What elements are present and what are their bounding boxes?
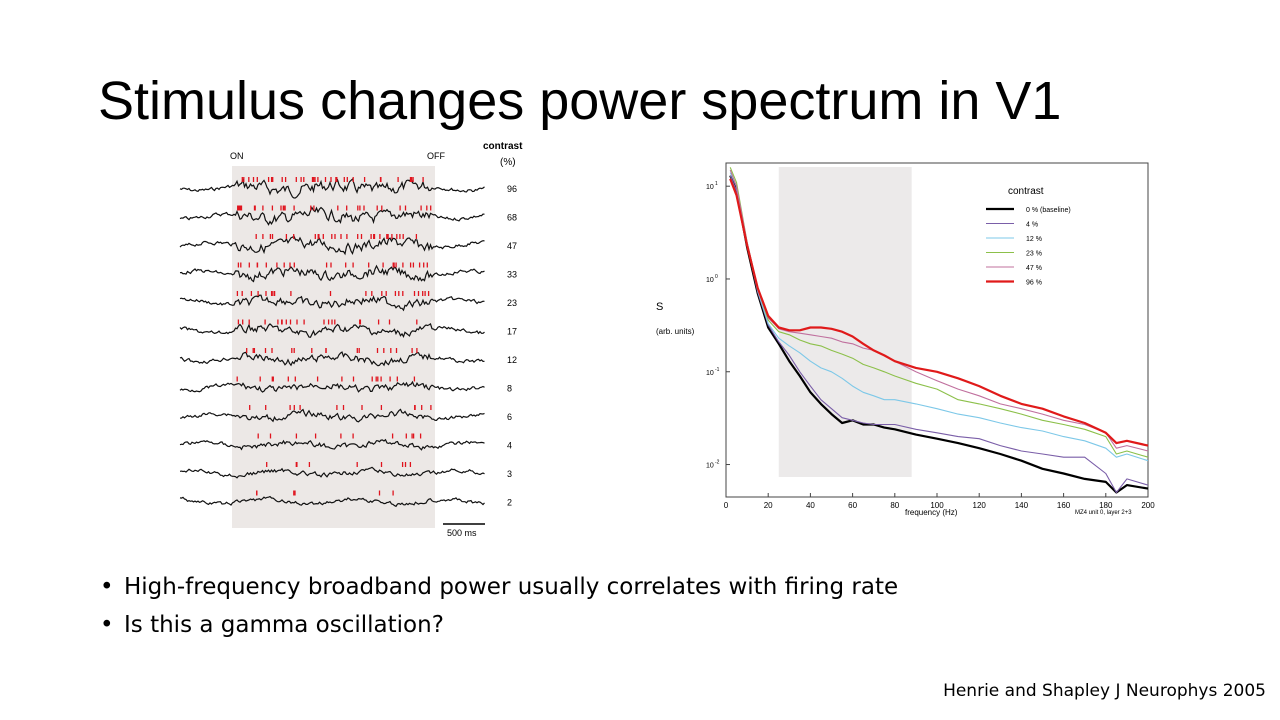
x-tick-label: 100 <box>930 501 944 510</box>
trace-line <box>179 438 485 451</box>
bullet-dot: • <box>100 612 114 638</box>
spectrum-series-line <box>729 167 1149 458</box>
x-tick-label: 140 <box>1015 501 1029 510</box>
slide-title: Stimulus changes power spectrum in V1 <box>98 71 1062 131</box>
trace-line <box>179 408 485 423</box>
trace-line <box>179 294 485 312</box>
x-tick-label: 200 <box>1141 501 1155 510</box>
trace-line <box>179 235 485 256</box>
x-tick-label: 60 <box>848 501 857 510</box>
trace-group: 96 68 47 33 23 17 12 8 6 4 3 2 <box>179 177 517 508</box>
contrast-percent-header: (%) <box>500 157 516 168</box>
y-tick-label: 10 <box>706 463 714 470</box>
spectrum-lines <box>729 167 1149 494</box>
bullet-list: • High-frequency broadband power usually … <box>100 568 898 644</box>
spectrum-series-line <box>729 172 1149 462</box>
raw-trace-svg: ON OFF contrast (%) 9668473323171286432 … <box>179 141 523 538</box>
power-spectrum-chart: 0 20 40 60 80 100 120 140 160 180 200 10 1 10 0 10 -1 10-… <box>650 155 1160 530</box>
trace-contrast-label: 68 <box>507 213 517 223</box>
trace-contrast-label: 12 <box>507 355 517 365</box>
chart-footnote: MZ4 unit 0, layer 2+3 <box>1075 510 1132 516</box>
x-tick-label: 40 <box>806 501 815 510</box>
off-label: OFF <box>427 151 445 161</box>
trace-contrast-label: 47 <box>507 241 517 251</box>
citation: Henrie and Shapley J Neurophys 2005 <box>943 681 1266 701</box>
legend-entry-label: 4 % <box>1026 222 1038 229</box>
legend-entry-label: 12 % <box>1026 236 1042 243</box>
trace-contrast-label: 96 <box>507 184 517 194</box>
trace-line <box>179 466 485 479</box>
spectrum-series-line <box>729 175 1149 494</box>
trace-contrast-label: 8 <box>507 384 512 394</box>
y-tick-exponent: 1 <box>715 181 718 187</box>
scale-label: 500 ms <box>447 528 477 538</box>
trace-line <box>179 264 485 283</box>
contrast-header: contrast <box>483 141 523 152</box>
legend-entry-label: 0 % (baseline) <box>1026 207 1071 214</box>
y-tick-label: 10 <box>706 184 714 191</box>
x-tick-label: 20 <box>764 501 773 510</box>
x-tick-label: 120 <box>973 501 987 510</box>
spectrum-series-line <box>729 175 1149 494</box>
spectrum-series-line <box>729 178 1149 447</box>
trace-line <box>179 495 485 508</box>
bullet-dot: • <box>100 574 114 600</box>
x-axis-label: frequency (Hz) <box>905 508 958 517</box>
trace-line <box>179 380 485 393</box>
y-axis-label: S <box>656 301 663 313</box>
trace-contrast-label: 23 <box>507 298 517 308</box>
y-tick-label: 10 <box>706 370 714 377</box>
bullet-item: • High-frequency broadband power usually … <box>100 568 898 606</box>
y-tick-exponent: -1 <box>715 367 720 373</box>
x-tick-label: 0 <box>724 501 729 510</box>
on-label: ON <box>230 151 244 161</box>
gamma-band-shade <box>778 167 912 477</box>
trace-line <box>179 206 485 226</box>
trace-contrast-label: 4 <box>507 441 512 451</box>
legend-entry-label: 96 % <box>1026 280 1042 287</box>
stimulus-shade <box>232 166 435 528</box>
legend-title: contrast <box>1008 186 1044 197</box>
x-tick-label: 80 <box>890 501 899 510</box>
trace-line <box>179 322 485 339</box>
y-tick-label: 10 <box>706 277 714 284</box>
trace-contrast-label: 2 <box>507 498 512 508</box>
raw-trace-figure: ON OFF contrast (%) 96 68 47 33 23 17 12 8 6 4 3 2 … <box>175 138 545 540</box>
trace-line <box>179 177 485 199</box>
y-tick-exponent: 0 <box>715 274 718 280</box>
trace-contrast-label: 33 <box>507 270 517 280</box>
y-tick-exponent: -2 <box>715 460 720 466</box>
legend-entry-label: 23 % <box>1026 251 1042 258</box>
x-tick-label: 180 <box>1099 501 1113 510</box>
legend: 0 % (baseline) 4 % 12 % 23 % 47 % 96 % <box>986 207 1071 287</box>
trace-contrast-label: 3 <box>507 469 512 479</box>
legend-entry-label: 47 % <box>1026 265 1042 272</box>
bullet-item: • Is this a gamma oscillation? <box>100 606 898 644</box>
trace-line <box>179 351 485 367</box>
x-tick-label: 160 <box>1057 501 1071 510</box>
bullet-text: Is this a gamma oscillation? <box>124 612 444 638</box>
trace-contrast-label: 17 <box>507 327 517 337</box>
y-axis-units: (arb. units) <box>656 327 695 336</box>
bullet-text: High-frequency broadband power usually c… <box>124 574 899 600</box>
trace-contrast-label: 6 <box>507 412 512 422</box>
